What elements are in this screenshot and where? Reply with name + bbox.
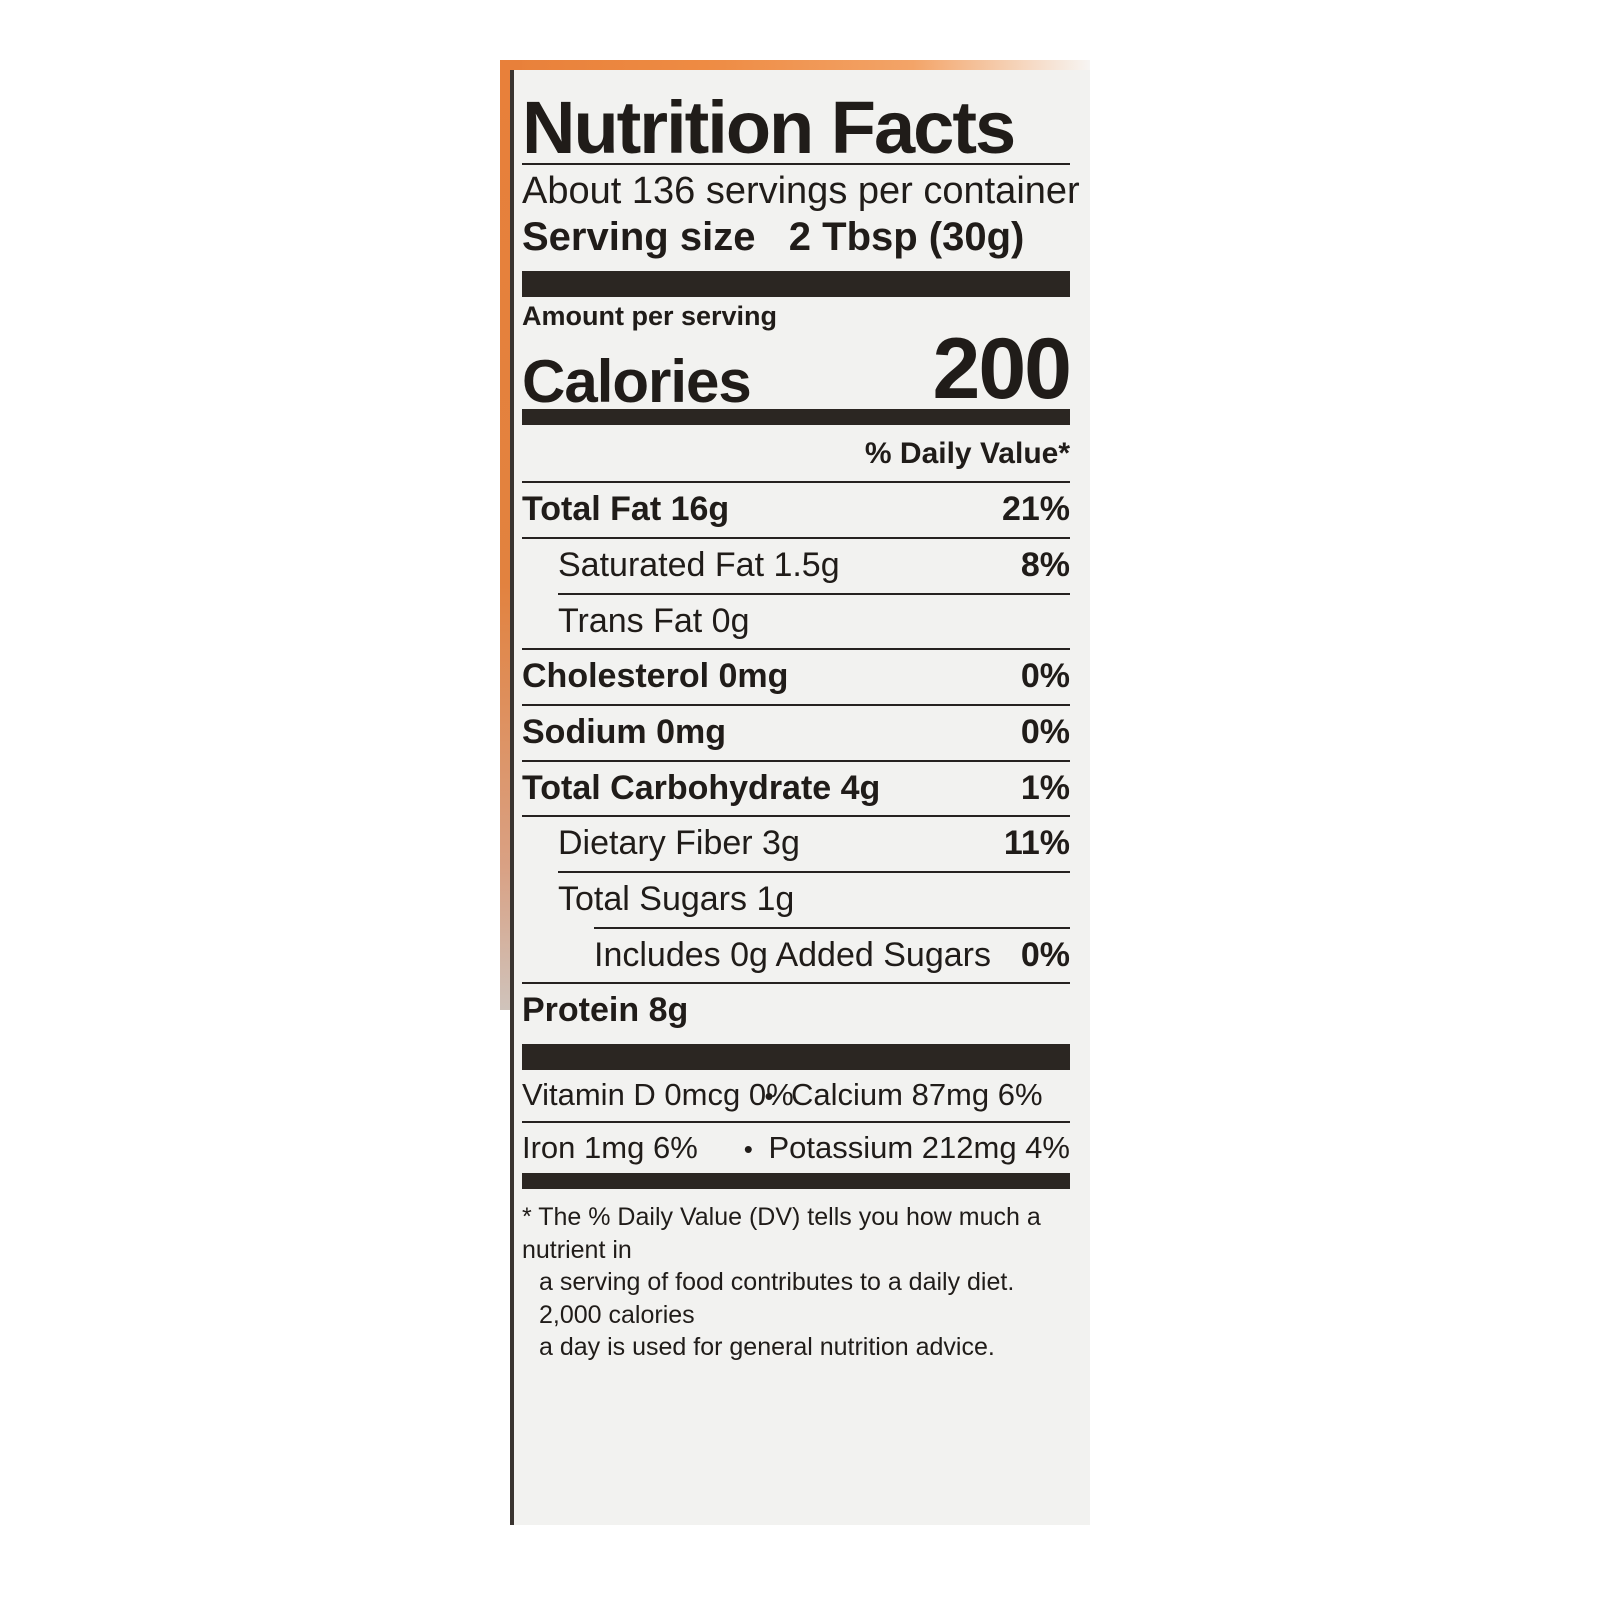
title-rule [522, 163, 1070, 166]
dietary-fiber-pct: 11% [1003, 824, 1070, 863]
divider-below-calories [522, 409, 1070, 426]
rule-trans-fat [522, 648, 1070, 651]
rule-sodium [522, 759, 1070, 762]
row-trans-fat: Trans Fat 0g [522, 595, 1070, 649]
serving-size-value: 2 Tbsp (30g) [788, 214, 1025, 259]
row-sodium: Sodium 0mg 0% [522, 706, 1070, 760]
rule-saturated-fat [558, 592, 1070, 595]
rule-dietary-fiber [558, 870, 1070, 873]
cholesterol-name: Cholesterol 0mg [522, 657, 789, 696]
calories-value: 200 [932, 321, 1072, 418]
bullet-separator-icon-2: • [743, 1133, 753, 1164]
footnote-line-2: a serving of food contributes to a daily… [539, 1268, 1015, 1329]
sodium-pct: 0% [1020, 712, 1070, 751]
row-vitamin-d-calcium: Vitamin D 0mcg 0% • Calcium 87mg 6% [522, 1070, 1070, 1121]
rule-micronutrients-1 [522, 1120, 1070, 1123]
panel-title: Nutrition Facts [522, 86, 1016, 169]
potassium-value: Potassium 212mg 4% [768, 1129, 1070, 1165]
iron-value: Iron 1mg 6% [522, 1129, 698, 1165]
row-added-sugars: Includes 0g Added Sugars 0% [522, 929, 1070, 983]
row-protein: Protein 8g [522, 984, 1070, 1038]
bullet-separator-icon: • [764, 1081, 774, 1112]
vitamin-d-value: Vitamin D 0mcg 0% [522, 1077, 794, 1113]
daily-value-footnote: * The % Daily Value (DV) tells you how m… [522, 1189, 1070, 1380]
trans-fat-name: Trans Fat 0g [558, 601, 750, 640]
row-iron-potassium: Iron 1mg 6% • Potassium 212mg 4% [522, 1123, 1070, 1174]
total-sugars-name: Total Sugars 1g [558, 879, 795, 918]
thick-divider-top [522, 271, 1070, 298]
nutrition-facts-panel: Nutrition Facts About 136 servings per c… [510, 70, 1090, 1525]
row-cholesterol: Cholesterol 0mg 0% [522, 650, 1070, 704]
rule-added-sugars [522, 982, 1070, 985]
calories-label: Calories [522, 347, 752, 415]
rule-total-fat [522, 536, 1070, 539]
footnote-asterisk: * [522, 1203, 532, 1232]
total-carbohydrate-name: Total Carbohydrate 4g [522, 768, 881, 807]
row-saturated-fat: Saturated Fat 1.5g 8% [522, 539, 1070, 593]
total-fat-name: Total Fat 16g [522, 490, 730, 529]
row-dietary-fiber: Dietary Fiber 3g 11% [522, 817, 1070, 871]
added-sugars-pct: 0% [1020, 935, 1070, 974]
total-fat-pct: 21% [1001, 490, 1070, 529]
divider-above-footnote [522, 1173, 1070, 1190]
added-sugars-name: Includes 0g Added Sugars [594, 935, 991, 974]
sodium-name: Sodium 0mg [522, 712, 727, 751]
protein-name: Protein 8g [522, 991, 689, 1030]
footnote-text-1: The % Daily Value (DV) tells you how muc… [522, 1203, 1041, 1264]
serving-size-row: Serving size 2 Tbsp (30g) [522, 214, 1070, 265]
dietary-fiber-name: Dietary Fiber 3g [558, 824, 800, 863]
saturated-fat-pct: 8% [1020, 545, 1070, 584]
rule-cholesterol [522, 703, 1070, 706]
daily-value-header: % Daily Value* [864, 437, 1070, 471]
saturated-fat-name: Saturated Fat 1.5g [558, 545, 840, 584]
calcium-value: Calcium 87mg 6% [791, 1077, 1043, 1113]
footnote-line-3: a day is used for general nutrition advi… [539, 1333, 995, 1362]
row-total-carbohydrate: Total Carbohydrate 4g 1% [522, 762, 1070, 816]
total-carbohydrate-pct: 1% [1020, 768, 1070, 807]
servings-per-container: About 136 servings per container [522, 170, 1080, 213]
cholesterol-pct: 0% [1020, 657, 1070, 696]
footnote-line-1: * The % Daily Value (DV) tells you how m… [522, 1201, 1070, 1266]
serving-size-label: Serving size [522, 214, 756, 259]
row-total-fat: Total Fat 16g 21% [522, 483, 1070, 537]
row-total-sugars: Total Sugars 1g [522, 873, 1070, 927]
rule-total-sugars [594, 926, 1070, 929]
rule-above-total-fat [522, 481, 1070, 484]
amount-per-serving-label: Amount per serving [522, 301, 778, 332]
calories-row: Calories 200 [522, 321, 1072, 418]
rule-total-carbohydrate [522, 815, 1070, 818]
thick-divider-micronutrients [522, 1044, 1070, 1071]
